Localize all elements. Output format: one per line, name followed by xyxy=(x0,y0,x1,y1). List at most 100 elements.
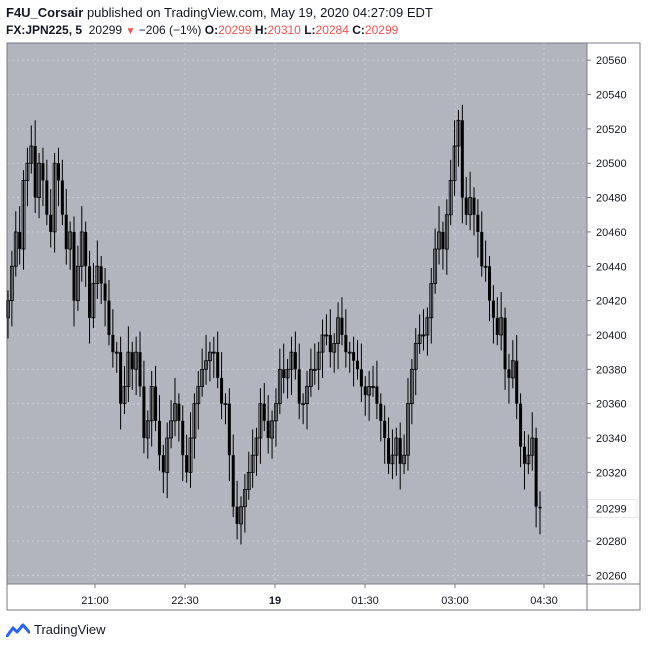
candle-body-up xyxy=(320,334,325,353)
brand-name: TradingView xyxy=(34,622,106,637)
low-label: L: xyxy=(304,23,316,37)
candle-body-down xyxy=(398,438,402,464)
candle-body-down xyxy=(464,197,468,215)
candle-body-down xyxy=(119,352,123,404)
candle-body-down xyxy=(45,180,49,215)
candle-body-up xyxy=(114,351,119,354)
candle-body-up xyxy=(324,334,329,337)
candle-body-up xyxy=(468,197,473,216)
candle-body-up xyxy=(456,119,461,147)
candle-body-up xyxy=(204,360,208,370)
candle-body-up xyxy=(305,386,309,405)
last-price: 20299 xyxy=(88,23,123,37)
candle-body-up xyxy=(250,454,255,473)
candle-body-up xyxy=(68,231,73,250)
candle-body-up xyxy=(188,437,193,473)
plot-area xyxy=(7,43,587,584)
candle-body-down xyxy=(519,403,523,447)
candle-body-up xyxy=(421,334,426,337)
candle-body-up xyxy=(483,265,488,268)
candle-body-up xyxy=(277,368,282,405)
time-tick-label: 21:00 xyxy=(81,595,109,607)
candle-body-up xyxy=(332,343,337,353)
open-value: 20299 xyxy=(218,23,252,37)
candle-body-down xyxy=(216,352,220,378)
author-name[interactable]: F4U_Corsair xyxy=(6,5,84,20)
price-chart[interactable]: 2026020280203002032020340203602038020400… xyxy=(0,0,648,620)
candle-body-up xyxy=(301,403,306,406)
candle-body-down xyxy=(142,386,146,439)
candle-body-up xyxy=(75,265,80,302)
candle-body-up xyxy=(367,386,372,396)
candle-body-up xyxy=(437,231,441,250)
candle-body-down xyxy=(18,231,22,250)
candle-body-down xyxy=(507,369,511,378)
candle-body-up xyxy=(406,403,410,456)
candle-body-down xyxy=(84,231,88,267)
candle-body-down xyxy=(103,283,107,301)
price-tick-label: 20560 xyxy=(596,55,627,67)
candle-body-down xyxy=(340,317,344,335)
candle-body-down xyxy=(235,506,239,524)
candle-body-up xyxy=(126,351,131,387)
candle-body-up xyxy=(336,317,340,344)
candle-body-down xyxy=(375,386,379,404)
candle-body-up xyxy=(270,420,274,439)
candle-body-down xyxy=(56,163,60,181)
candle-body-down xyxy=(328,334,332,353)
candle-body-down xyxy=(282,369,286,378)
candle-body-up xyxy=(499,317,504,336)
candle-body-down xyxy=(60,180,64,215)
candle-body-up xyxy=(417,334,422,344)
candle-body-up xyxy=(37,162,41,198)
candle-body-down xyxy=(472,197,476,215)
candle-body-up xyxy=(413,343,418,370)
candle-body-down xyxy=(227,403,231,456)
tradingview-logo[interactable]: TradingView xyxy=(6,622,106,637)
candle-body-down xyxy=(387,438,391,464)
candle-body-down xyxy=(161,455,165,473)
candle-body-up xyxy=(429,283,434,319)
candle-body-up xyxy=(371,386,375,388)
candle-body-down xyxy=(480,231,484,267)
candle-body-up xyxy=(25,162,30,181)
candle-body-down xyxy=(99,266,103,284)
candle-body-down xyxy=(262,403,266,421)
candle-body-up xyxy=(312,368,317,371)
candle-body-down xyxy=(130,352,134,370)
candle-body-up xyxy=(208,351,212,362)
candle-body-down xyxy=(111,334,115,353)
close-value: 20299 xyxy=(364,23,399,37)
candle-body-up xyxy=(526,454,531,465)
price-tick-label: 20480 xyxy=(596,193,627,205)
candle-body-up xyxy=(433,248,438,284)
candle-body-up xyxy=(242,489,247,508)
candle-body-up xyxy=(169,420,173,439)
candle-body-up xyxy=(192,403,197,439)
candle-body-up xyxy=(29,145,34,164)
candle-body-down xyxy=(231,455,235,507)
candle-body-up xyxy=(285,368,290,379)
candle-body-down xyxy=(515,360,519,404)
high-value: 20310 xyxy=(267,23,301,37)
price-tick-label: 20500 xyxy=(596,158,627,170)
down-arrow-icon: ▼ xyxy=(125,26,136,37)
candle-body-down xyxy=(293,352,297,370)
price-tick-label: 20520 xyxy=(596,124,627,136)
candle-body-up xyxy=(79,231,84,267)
price-tick-label: 20380 xyxy=(596,364,627,376)
candle-body-up xyxy=(425,317,430,336)
candle-body-up xyxy=(402,454,406,465)
publish-text: published on TradingView.com, May 19, 20… xyxy=(86,5,433,20)
candle-body-down xyxy=(64,214,68,250)
candle-body-up xyxy=(394,437,399,456)
candle-body-up xyxy=(145,420,150,439)
candle-body-up xyxy=(254,437,259,456)
time-axis-area xyxy=(7,584,640,610)
candle-body-down xyxy=(476,214,480,232)
candle-body-down xyxy=(154,386,158,421)
candle-body-up xyxy=(510,360,515,379)
candle-body-down xyxy=(441,231,445,250)
price-tick-label: 20460 xyxy=(596,227,627,239)
high-label: H: xyxy=(254,23,268,37)
